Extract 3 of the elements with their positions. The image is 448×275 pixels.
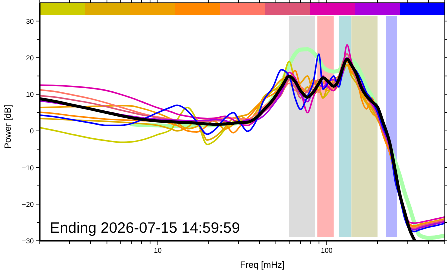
y-axis-title: Power [dB]	[3, 104, 13, 150]
annotation: Ending 2026-07-15 14:59:59	[50, 220, 240, 237]
x-axis-title: Freq [mHz]	[240, 260, 285, 270]
